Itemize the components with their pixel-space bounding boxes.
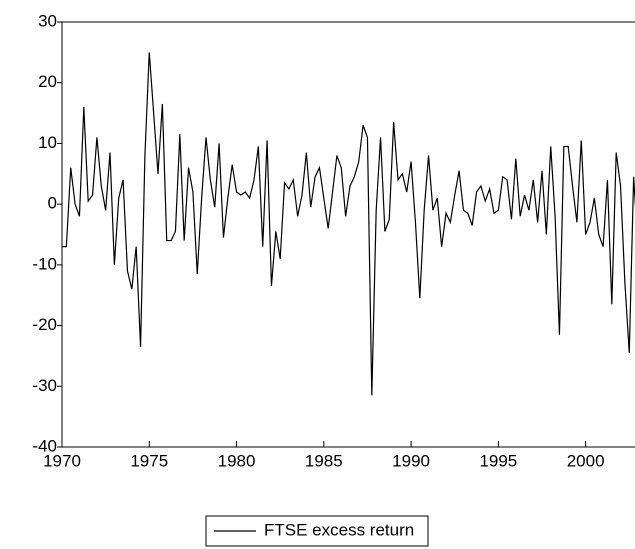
x-tick-label: 1985 xyxy=(305,451,343,470)
y-tick-label: -20 xyxy=(32,315,57,334)
x-tick-label: 1980 xyxy=(218,451,256,470)
y-tick-label: -40 xyxy=(32,436,57,455)
y-tick-label: 10 xyxy=(38,133,57,152)
y-tick-label: 0 xyxy=(48,194,57,213)
y-tick-label: -30 xyxy=(32,376,57,395)
y-tick-label: 20 xyxy=(38,72,57,91)
data-line xyxy=(62,52,635,396)
legend-box xyxy=(205,515,429,547)
legend-label: FTSE excess return xyxy=(264,520,414,539)
x-tick-label: 1975 xyxy=(130,451,168,470)
x-tick-label: 1970 xyxy=(43,451,81,470)
x-tick-label: 1995 xyxy=(479,451,517,470)
x-tick-label: 2000 xyxy=(567,451,605,470)
y-tick-label: -10 xyxy=(32,254,57,273)
x-tick-label: 1990 xyxy=(392,451,430,470)
y-tick-label: 30 xyxy=(38,11,57,30)
